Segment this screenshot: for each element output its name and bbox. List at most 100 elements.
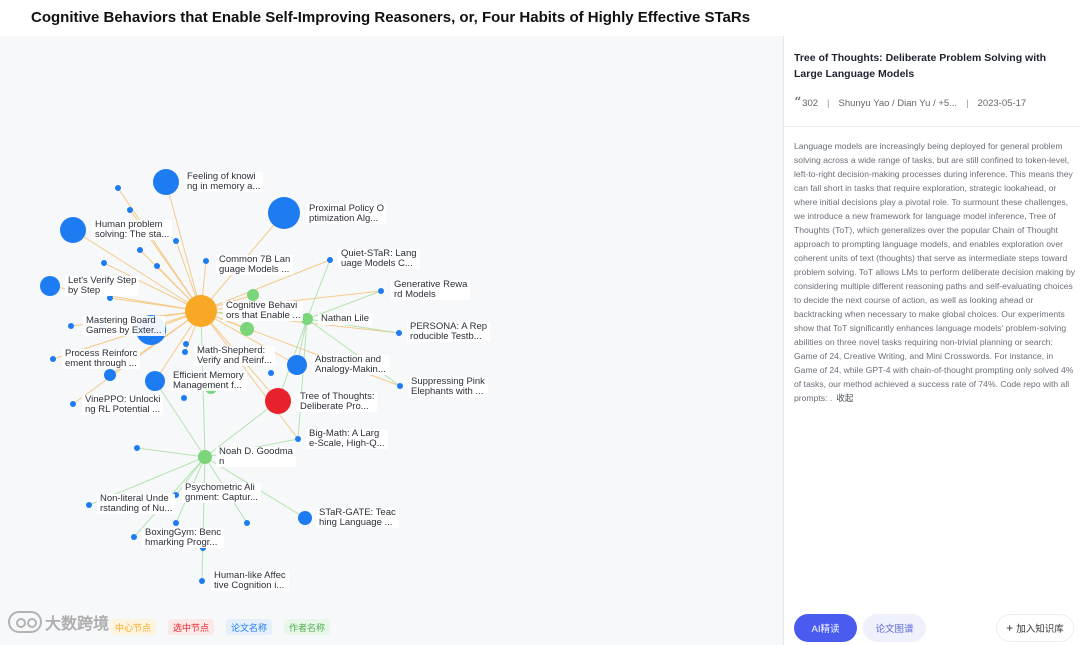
paper-abstract: Language models are increasingly being d…: [794, 139, 1078, 405]
paper-node[interactable]: [154, 263, 160, 269]
node-label-genreward[interactable]: Generative Rewa rd Models: [391, 280, 471, 300]
graph-node-center[interactable]: [185, 295, 217, 327]
graph-node-pink[interactable]: [397, 383, 403, 389]
paper-node[interactable]: [173, 238, 179, 244]
node-label-common7b[interactable]: Common 7B Lan guage Models ...: [216, 255, 294, 275]
citation-count: 302: [802, 97, 819, 109]
node-label-affect[interactable]: Human-like Affec tive Cognition i...: [211, 571, 289, 591]
section-divider: [784, 126, 1080, 127]
graph-node-genreward[interactable]: [378, 288, 384, 294]
citation-graph[interactable]: Feeling of knowi ng in memory a... Proxim…: [0, 36, 783, 645]
top-bar: Cognitive Behaviors that Enable Self-Imp…: [0, 0, 1080, 36]
node-label-center[interactable]: Cognitive Behavi ors that Enable ...: [223, 301, 304, 321]
legend-author-name: 作者名称: [284, 619, 331, 635]
graph-edge: [201, 456, 206, 582]
node-label-tot[interactable]: Tree of Thoughts: Deliberate Pro...: [297, 392, 378, 412]
node-label-ppo[interactable]: Proximal Policy O ptimization Alg...: [306, 204, 387, 224]
graph-node-common7b[interactable]: [203, 258, 209, 264]
node-label-stargate[interactable]: STaR-GATE: Teac hing Language ...: [316, 508, 399, 528]
ai-read-button[interactable]: AI精读: [794, 614, 857, 642]
node-label-noah[interactable]: Noah D. Goodma n: [216, 447, 296, 467]
panel-divider: [783, 36, 784, 645]
paper-node[interactable]: [115, 185, 121, 191]
graph-edge: [297, 318, 308, 440]
paper-node[interactable]: [244, 520, 250, 526]
node-label-nonliteral[interactable]: Non-literal Unde rstanding of Nu...: [97, 494, 176, 514]
author-node[interactable]: [247, 289, 259, 301]
author-node[interactable]: [240, 322, 254, 336]
graph-node-human[interactable]: [60, 217, 86, 243]
node-label-human[interactable]: Human problem solving: The sta...: [92, 220, 173, 240]
graph-edge: [200, 310, 298, 366]
watermark-text: 大数跨境: [45, 616, 110, 633]
paper-node[interactable]: [134, 445, 140, 451]
legend-center-node: 中心节点: [110, 619, 157, 635]
node-label-verify[interactable]: Let's Verify Step by Step: [65, 276, 140, 296]
paper-node[interactable]: [268, 370, 274, 376]
node-label-pink[interactable]: Suppressing Pink Elephants with ...: [408, 377, 488, 397]
paper-node[interactable]: [68, 323, 74, 329]
node-label-process[interactable]: Process Reinforc ement through ...: [62, 349, 141, 369]
node-label-boxing[interactable]: BoxingGym: Benc hmarking Progr...: [142, 528, 225, 548]
graph-node-boxing[interactable]: [131, 534, 137, 540]
paper-meta: “ 302 | Shunyu Yao / Dian Yu / +5... | 2…: [794, 95, 1026, 111]
graph-edge: [154, 380, 206, 458]
page-title: Cognitive Behaviors that Enable Self-Imp…: [31, 9, 751, 26]
graph-node-feeling[interactable]: [153, 169, 179, 195]
graph-node-ppo[interactable]: [268, 197, 300, 229]
graph-node-vineppo[interactable]: [70, 401, 76, 407]
node-label-mathshep[interactable]: Math-Shepherd: Verify and Reinf...: [194, 346, 275, 366]
graph-edge: [103, 262, 202, 312]
graph-node-verify[interactable]: [40, 276, 60, 296]
graph-node-nonliteral[interactable]: [86, 502, 92, 508]
graph-edge: [306, 318, 401, 387]
graph-node-noah[interactable]: [198, 450, 212, 464]
graph-canvas[interactable]: [0, 36, 783, 645]
paper-node[interactable]: [127, 207, 133, 213]
paper-node[interactable]: [181, 395, 187, 401]
paper-graph-button[interactable]: 论文图谱: [863, 614, 926, 642]
node-label-feeling[interactable]: Feeling of knowi ng in memory a...: [184, 172, 264, 192]
paper-date: 2023-05-17: [977, 97, 1027, 109]
graph-node-abstraction[interactable]: [287, 355, 307, 375]
watermark: 大数跨境: [8, 610, 109, 634]
node-label-nathan[interactable]: Nathan Lile: [318, 314, 373, 325]
paper-detail-panel: Tree of Thoughts: Deliberate Problem Sol…: [784, 36, 1080, 645]
paper-node[interactable]: [173, 520, 179, 526]
paper-title[interactable]: Tree of Thoughts: Deliberate Problem Sol…: [794, 52, 1047, 80]
node-label-persona[interactable]: PERSONA: A Rep roducible Testb...: [407, 322, 491, 342]
graph-edge: [306, 259, 331, 320]
graph-node-tot[interactable]: [265, 388, 291, 414]
node-label-bigmath[interactable]: Big-Math: A Larg e-Scale, High-Q...: [306, 429, 388, 449]
node-label-abstraction[interactable]: Abstraction and Analogy-Makin...: [312, 355, 389, 375]
graph-node-bigmath[interactable]: [295, 436, 301, 442]
graph-node-affect[interactable]: [199, 578, 205, 584]
graph-node-mathshep[interactable]: [182, 349, 188, 355]
graph-node-persona[interactable]: [396, 330, 402, 336]
graph-node-quietstar[interactable]: [327, 257, 333, 263]
graph-node-stargate[interactable]: [298, 511, 312, 525]
node-label-board[interactable]: Mastering Board Games by Exter...: [83, 316, 165, 336]
meta-separator: |: [827, 97, 830, 109]
graph-node-effmem[interactable]: [145, 371, 165, 391]
graph-node-nathan[interactable]: [301, 313, 313, 325]
node-label-vineppo[interactable]: VinePPO: Unlocki ng RL Potential ...: [82, 395, 164, 415]
add-to-knowledge-base-button[interactable]: + 加入知识库: [996, 614, 1074, 642]
paper-node[interactable]: [107, 295, 113, 301]
collapse-link[interactable]: 收起: [836, 393, 854, 403]
graph-edge: [165, 181, 202, 312]
watermark-logo-icon: [8, 611, 42, 633]
graph-edge: [72, 229, 202, 312]
paper-node[interactable]: [104, 369, 116, 381]
node-label-quietstar[interactable]: Quiet-STaR: Lang uage Models C...: [338, 249, 420, 269]
paper-node[interactable]: [101, 260, 107, 266]
paper-authors[interactable]: Shunyu Yao / Dian Yu / +5...: [838, 97, 958, 109]
legend-selected-node: 选中节点: [168, 619, 215, 635]
node-label-effmem[interactable]: Efficient Memory Management f...: [170, 371, 247, 391]
graph-edge: [200, 259, 331, 312]
paper-node[interactable]: [183, 341, 189, 347]
abstract-text: Language models are increasingly being d…: [794, 141, 1076, 403]
graph-node-process[interactable]: [50, 356, 56, 362]
node-label-psycho[interactable]: Psychometric Ali gnment: Captur...: [182, 483, 261, 503]
paper-node[interactable]: [137, 247, 143, 253]
